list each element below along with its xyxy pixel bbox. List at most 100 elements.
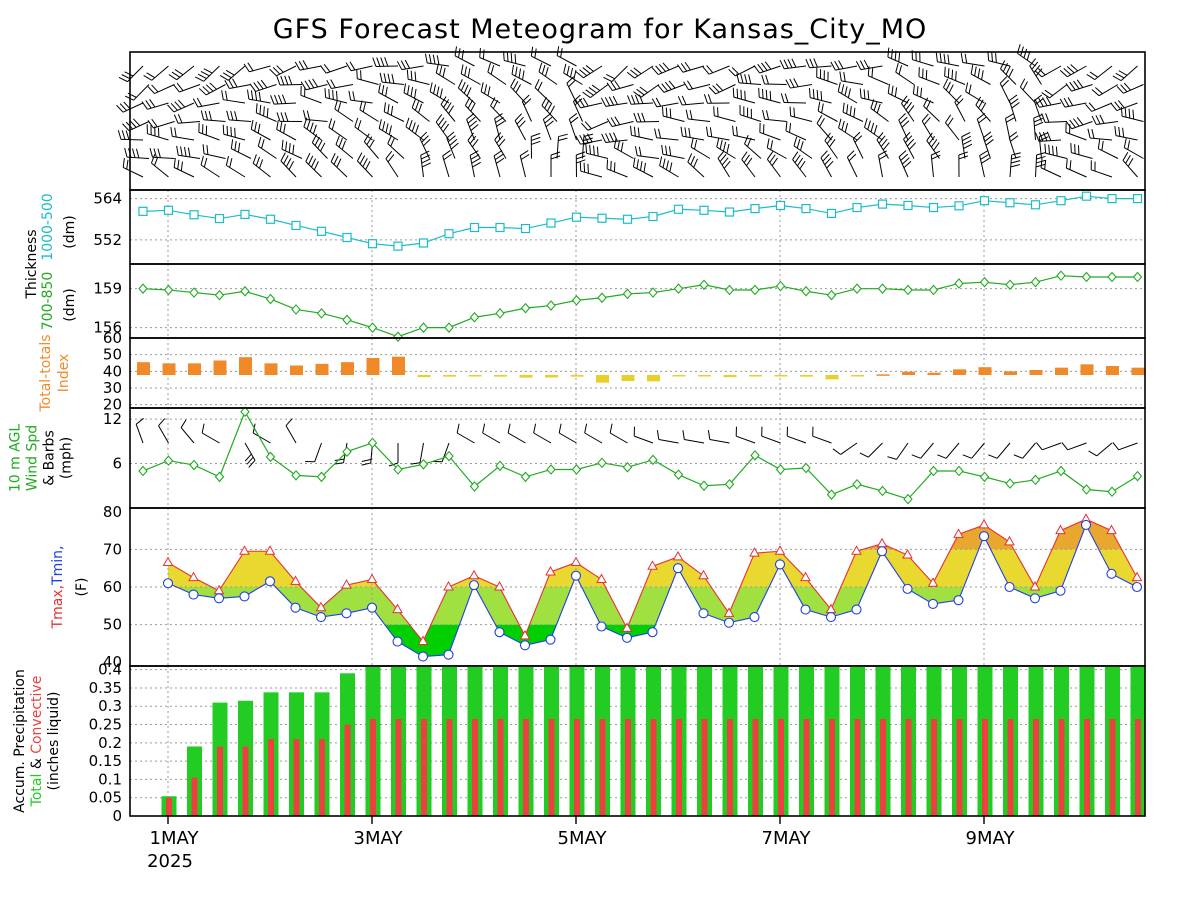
wind-barb-flag	[534, 78, 540, 88]
upper-wind-barb	[846, 157, 858, 178]
wind-barb-flag	[726, 143, 730, 154]
thickness-700-850-point	[291, 304, 301, 315]
wind-barb-flag	[447, 135, 456, 143]
wind-barb-flag	[958, 151, 969, 156]
upper-wind-barb	[842, 111, 864, 122]
temperature-tick: 40	[103, 653, 122, 671]
wind-barb-flag	[127, 92, 137, 98]
wind-barb-flag	[947, 117, 954, 127]
wind-barb-flag	[900, 153, 909, 161]
wind-barb-flag	[630, 69, 639, 77]
wind-barb-flag	[799, 160, 806, 170]
wind-barb-flag	[962, 454, 972, 459]
total-totals-bar	[341, 362, 354, 375]
upper-wind-barb	[514, 120, 526, 141]
upper-wind-barb	[611, 65, 628, 82]
wind-speed-point	[316, 471, 327, 483]
tmin-point	[443, 649, 454, 660]
wind-barb-flag	[721, 157, 729, 166]
wind-barb-flag	[253, 82, 260, 91]
wind-barb-flag	[1036, 151, 1046, 156]
wind-barb-flag	[260, 79, 268, 88]
upper-wind-barb	[326, 65, 348, 74]
wind-barb-flag	[205, 84, 214, 92]
tmax-point	[1004, 535, 1015, 546]
wind-y-axis-label: 10 m AGL Wind Spd & Barbs (mph)	[8, 424, 75, 493]
upper-wind-barb	[300, 94, 322, 104]
wind-barb-flag	[854, 135, 863, 143]
wind-barb-flag	[1008, 68, 1014, 78]
total-totals-bar	[519, 375, 533, 378]
wind-speed-point	[877, 485, 888, 497]
temperature-band	[168, 519, 1137, 550]
wind-barb-flag	[964, 53, 968, 64]
wind-barb-flag	[657, 84, 665, 93]
wind-barb-flag	[921, 113, 929, 122]
wind-barb-flag	[224, 79, 230, 89]
wind-barb-flag	[610, 117, 617, 126]
wind-barb-flag	[283, 155, 289, 165]
wind-10m-panel	[130, 406, 1145, 508]
wind-speed-point	[750, 450, 760, 461]
wind-barb-flag	[384, 57, 389, 67]
wind-speed-point	[291, 470, 301, 481]
thickness-1000-500-point	[597, 213, 607, 223]
wind-barb-flag	[684, 127, 687, 137]
tmin-point	[749, 612, 760, 623]
precip-convective-bar	[829, 719, 835, 816]
thickness-1000-500-point	[979, 196, 990, 206]
wind-10m-tick: 12	[103, 410, 122, 428]
wind-barb-flag	[987, 51, 990, 61]
wind-barb-flag	[713, 106, 715, 116]
precip-convective-bar	[166, 797, 172, 816]
wind-speed-line	[142, 410, 1138, 500]
wind-barb-flag	[568, 113, 578, 120]
wind-speed-point	[367, 437, 378, 449]
wind-barb-flag	[799, 141, 804, 151]
wind-barb-flag	[460, 64, 464, 74]
wind-barb-flag	[363, 133, 370, 142]
upper-wind-barb	[154, 84, 175, 95]
wind-barb-flag	[247, 89, 250, 100]
thickness-1000-500-point	[1005, 198, 1015, 208]
wind-barb-flag	[988, 454, 998, 459]
wind-barb-flag	[655, 65, 663, 74]
wind-speed-point	[928, 465, 939, 477]
upper-wind-barb	[860, 97, 883, 104]
precip-tick: 0.3	[98, 697, 122, 715]
wind-barb-flag	[349, 61, 356, 71]
wind-barb-flag	[593, 145, 595, 156]
tmax-point	[876, 537, 888, 548]
wind-barb-flag	[197, 73, 207, 80]
wind-barb-flag	[589, 144, 591, 155]
thickness-1000-500-point	[444, 229, 454, 239]
precip-convective-bar	[446, 719, 453, 816]
wind-barb-flag	[1036, 155, 1046, 160]
tmin-point	[315, 612, 327, 623]
wind-barb-flag	[378, 83, 381, 93]
wind-barb-flag	[789, 78, 795, 88]
wind-barb-flag	[288, 143, 291, 153]
wind-barb-flag	[735, 126, 738, 137]
wind-barb-flag	[780, 93, 785, 103]
wind-barb-flag	[705, 126, 709, 137]
wind-barb-flag	[656, 430, 660, 440]
wind-label-line: (mph)	[59, 437, 75, 479]
wind-barb-flag	[1040, 158, 1043, 168]
upper-wind-barb	[226, 164, 246, 178]
wind-barb-flag	[494, 132, 502, 140]
wind-barb-flag	[945, 81, 951, 91]
thickness-1000-500-tick: 552	[93, 231, 122, 249]
tmax-point	[953, 528, 964, 538]
wind-barb-flag	[719, 154, 727, 162]
wind-barb-flag	[636, 88, 645, 96]
total-totals-bar	[239, 357, 252, 375]
upper-wind-barb	[868, 75, 889, 85]
wind-barb-flag	[636, 159, 639, 169]
precip-convective-bar	[880, 719, 886, 816]
wind-barb-flag	[467, 99, 474, 109]
wind-barb-flag	[1114, 101, 1121, 110]
wind-barb-flag	[255, 103, 258, 113]
wind-speed-point	[163, 455, 174, 466]
wind-barb-flag	[266, 108, 269, 118]
